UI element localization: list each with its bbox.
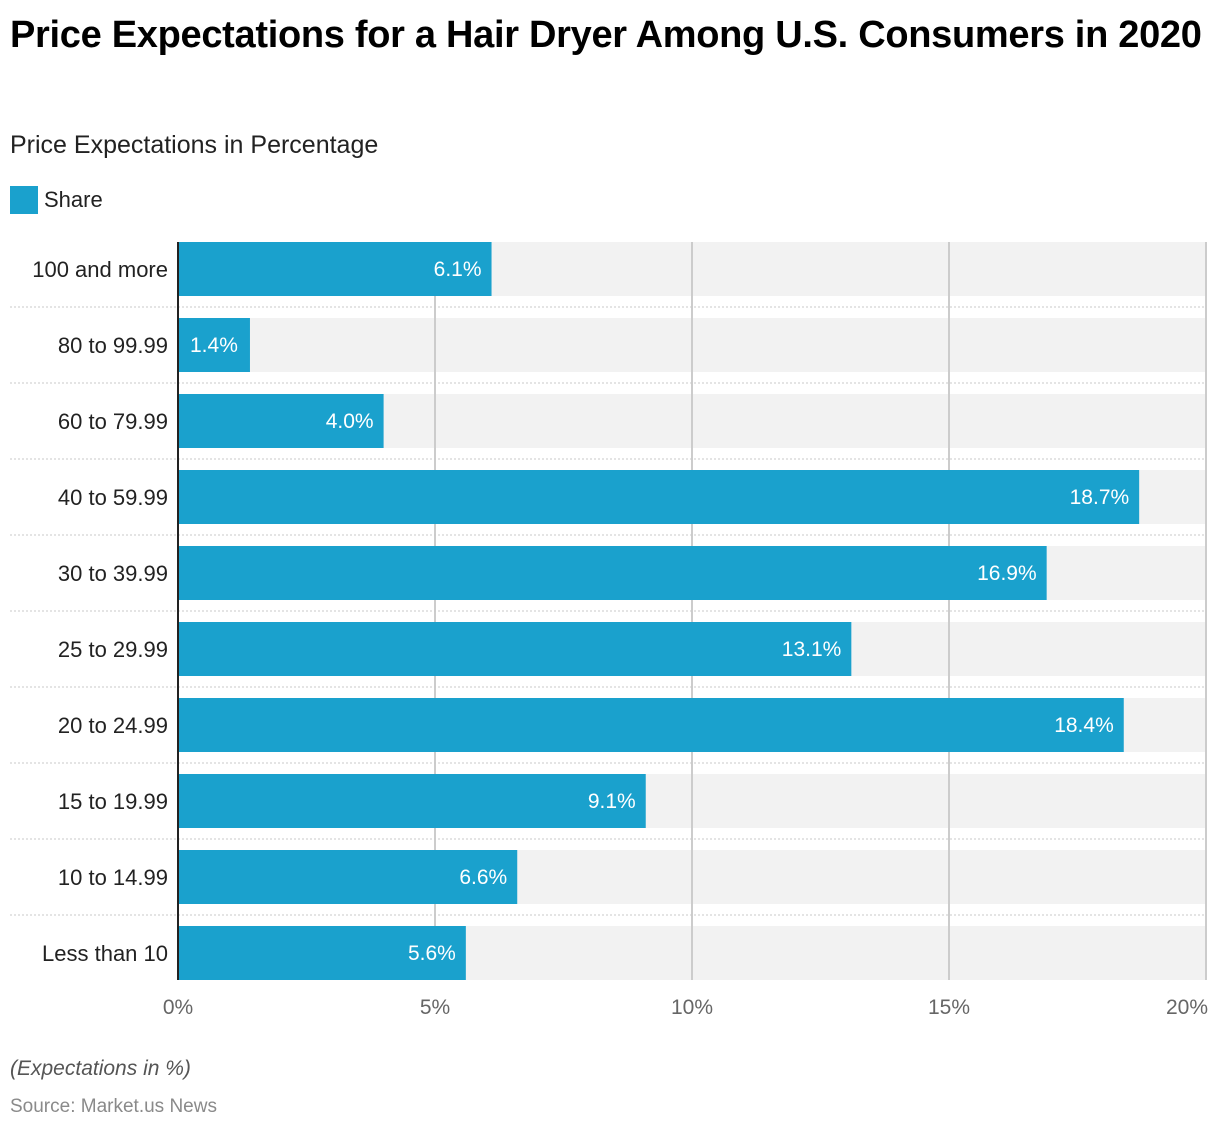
data-label: 1.4%: [190, 334, 238, 357]
category-label: 80 to 99.99: [58, 333, 168, 358]
bar: [178, 394, 384, 448]
data-label: 4.0%: [326, 410, 374, 433]
x-tick-label: 15%: [928, 996, 970, 1019]
bar: [178, 470, 1140, 524]
bar: [178, 318, 250, 372]
bar: [178, 774, 646, 828]
category-label: 10 to 14.99: [58, 865, 168, 890]
legend-swatch: [10, 186, 38, 214]
x-tick-label: 20%: [1166, 996, 1208, 1019]
bar: [178, 242, 492, 296]
category-label: 100 and more: [32, 257, 168, 282]
chart-note: (Expectations in %): [10, 1057, 191, 1080]
data-label: 13.1%: [782, 638, 842, 661]
chart-title: Price Expectations for a Hair Dryer Amon…: [10, 14, 1202, 56]
category-label: 20 to 24.99: [58, 713, 168, 738]
legend: Share: [10, 186, 103, 214]
bar: [178, 622, 852, 676]
legend-label: Share: [44, 187, 103, 212]
bar: [178, 850, 518, 904]
x-tick-label: 10%: [671, 996, 713, 1019]
category-label: 40 to 59.99: [58, 485, 168, 510]
bar: [178, 926, 466, 980]
data-label: 6.6%: [459, 866, 507, 889]
data-label: 18.7%: [1070, 486, 1130, 509]
category-label: 25 to 29.99: [58, 637, 168, 662]
chart-subtitle: Price Expectations in Percentage: [10, 131, 379, 159]
bar: [178, 546, 1047, 600]
bar-chart: 100 and more 6.1% 80 to 99.99 1.4% 60 to 79.…: [10, 242, 1208, 1019]
data-label: 5.6%: [408, 942, 456, 965]
bar: [178, 698, 1124, 752]
category-label: 15 to 19.99: [58, 789, 168, 814]
x-tick-label: 0%: [163, 996, 193, 1019]
category-label: Less than 10: [42, 941, 168, 966]
data-label: 18.4%: [1054, 714, 1114, 737]
category-label: 60 to 79.99: [58, 409, 168, 434]
x-tick-label: 5%: [420, 996, 450, 1019]
chart-source: Source: Market.us News: [10, 1096, 217, 1117]
data-label: 9.1%: [588, 790, 636, 813]
data-label: 16.9%: [977, 562, 1037, 585]
category-label: 30 to 39.99: [58, 561, 168, 586]
data-label: 6.1%: [434, 258, 482, 281]
